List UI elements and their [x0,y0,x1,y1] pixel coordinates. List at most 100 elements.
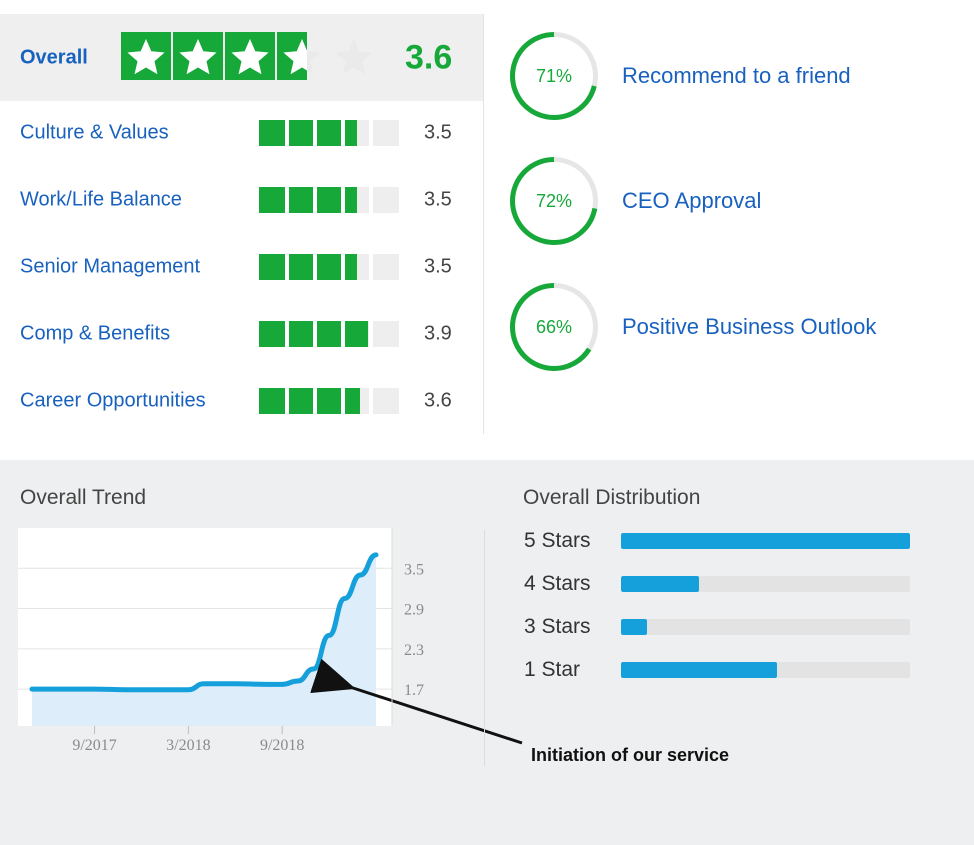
category-label[interactable]: Career Opportunities [20,389,206,412]
metric-business-outlook[interactable]: 66% Positive Business Outlook [510,283,930,373]
bar-segment-divider [313,187,318,213]
star-icon [329,32,379,80]
category-value: 3.5 [424,121,452,144]
bar-segment-divider [285,120,290,146]
category-value: 3.5 [424,188,452,211]
bar-segment-divider [313,321,318,347]
metric-label[interactable]: Recommend to a friend [622,63,851,88]
category-value: 3.5 [424,255,452,278]
bar-segment-divider [313,388,318,414]
category-comp-benefits[interactable]: Comp & Benefits 3.9 [20,319,460,349]
dist-bar-fill [621,662,778,678]
overall-score: 3.6 [405,38,453,77]
bar-segment-divider [341,388,346,414]
metric-label[interactable]: CEO Approval [622,188,762,213]
trend-chart-svg [18,552,392,726]
trend-title: Overall Trend [20,486,147,509]
category-value: 3.6 [424,389,452,412]
category-rating-bar [259,321,399,347]
trend-chart [18,528,392,726]
dist-label: 1 Star [524,658,581,681]
ratings-summary: Overall 3.6 Culture & Values 3.5 Work/Li… [0,14,930,434]
bar-segment-divider [369,120,374,146]
overall-star-rating [121,32,379,80]
metric-label[interactable]: Positive Business Outlook [622,314,877,339]
category-label[interactable]: Comp & Benefits [20,322,171,345]
annotation-text: Initiation of our service [531,745,730,765]
category-rating-bar [259,388,399,414]
category-bar-fill [259,120,357,146]
y-tick-label: 3.5 [404,561,424,578]
category-career-opportunities[interactable]: Career Opportunities 3.6 [20,386,460,416]
overall-rating-row: Overall 3.6 [0,14,484,101]
bar-segment-divider [341,321,346,347]
bar-segment-divider [341,120,346,146]
bar-segment-divider [369,321,374,347]
x-tick-label: 9/2018 [260,737,304,754]
dist-row-5-stars[interactable]: 5 Stars [524,526,924,556]
y-tick-label: 2.9 [404,602,424,619]
category-label[interactable]: Culture & Values [20,121,169,144]
bar-segment-divider [369,388,374,414]
category-work-life-balance[interactable]: Work/Life Balance 3.5 [20,185,460,215]
category-value: 3.9 [424,322,452,345]
progress-ring-arc [510,32,598,120]
category-rating-bar [259,187,399,213]
progress-ring [510,283,598,371]
category-bar-fill [259,254,357,280]
bar-segment-divider [313,120,318,146]
x-tick-label: 9/2017 [72,737,116,754]
category-label[interactable]: Work/Life Balance [20,188,182,211]
dist-row-4-stars[interactable]: 4 Stars [524,569,924,599]
metric-ceo-approval[interactable]: 72% CEO Approval [510,157,930,247]
dist-divider [484,530,485,766]
category-label[interactable]: Senior Management [20,255,201,278]
metric-percent: 72% [535,191,573,211]
category-senior-management[interactable]: Senior Management 3.5 [20,252,460,282]
bar-segment-divider [285,187,290,213]
distribution-title: Overall Distribution [523,486,701,509]
metric-percent: 71% [535,66,573,86]
bar-segment-divider [285,388,290,414]
overall-label: Overall [20,46,88,69]
bar-segment-divider [313,254,318,280]
dist-label: 5 Stars [524,529,591,552]
x-tick-label: 3/2018 [166,737,210,754]
trend-distribution-panel: Overall Trend 1.7 2.3 2.9 3.5 9/2017 3/2018 9/… [0,460,974,845]
dist-bar-track [621,619,910,635]
dist-bar-fill [621,619,647,635]
bar-segment-divider [285,321,290,347]
dist-label: 4 Stars [524,572,591,595]
bar-segment-divider [369,187,374,213]
progress-ring [510,157,598,245]
y-tick-label: 2.3 [404,642,424,659]
dist-label: 3 Stars [524,615,591,638]
dist-bar-track [621,533,910,549]
star-icon [173,32,223,80]
bar-segment-divider [341,187,346,213]
category-rating-bar [259,120,399,146]
progress-ring-arc [510,283,598,371]
star-icon [277,32,327,80]
progress-ring-arc [510,157,598,245]
progress-ring [510,32,598,120]
trend-line [29,552,379,693]
dist-bar-fill [621,533,910,549]
metric-percent: 66% [535,317,573,337]
bar-segment-divider [285,254,290,280]
dist-row-1-star[interactable]: 1 Star [524,655,924,685]
star-icon [225,32,275,80]
y-tick-label: 1.7 [404,682,424,699]
category-rating-bar [259,254,399,280]
bar-segment-divider [369,254,374,280]
star-icon [121,32,171,80]
metric-recommend[interactable]: 71% Recommend to a friend [510,32,930,122]
category-bar-fill [259,187,357,213]
category-culture-values[interactable]: Culture & Values 3.5 [20,118,460,148]
section-divider [483,14,484,434]
dist-bar-track [621,576,910,592]
dist-bar-track [621,662,910,678]
dist-row-3-stars[interactable]: 3 Stars [524,612,924,642]
dist-bar-fill [621,576,700,592]
bar-segment-divider [341,254,346,280]
